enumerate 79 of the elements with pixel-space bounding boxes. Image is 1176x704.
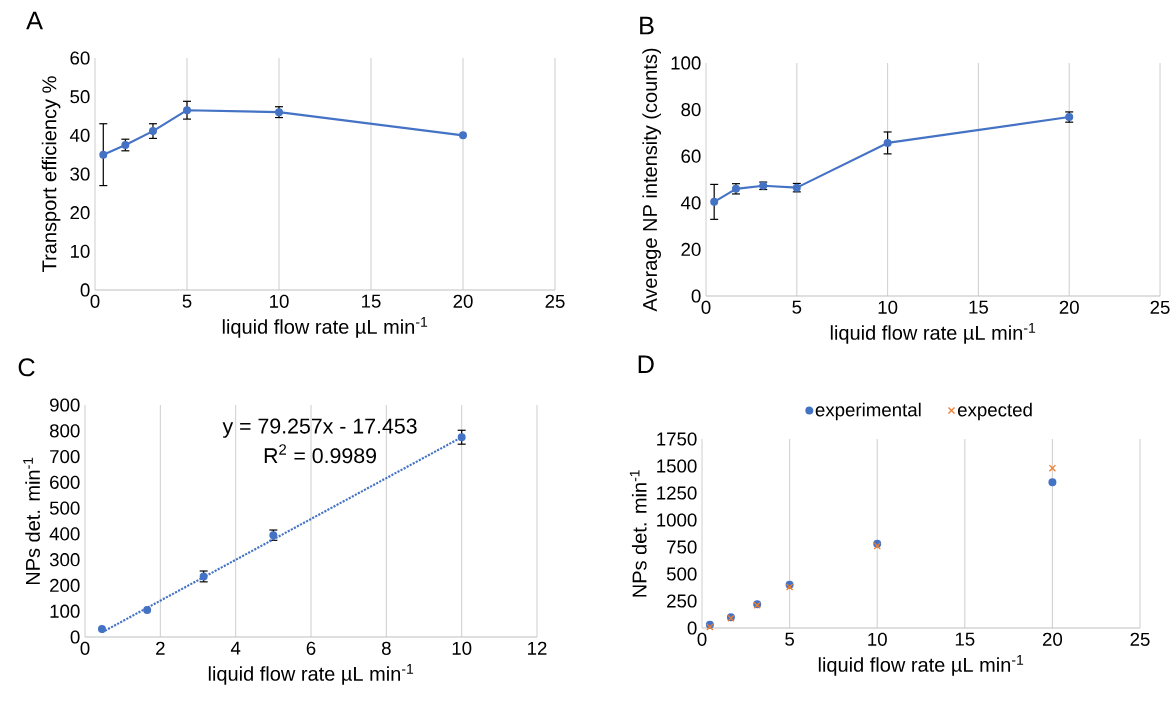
y-tick-label: 40 [69,128,90,142]
x-axis-title: liquid flow rate µL min$^{-1}$ [208,664,414,685]
x-tick-label: 12 [528,641,547,655]
x-tick-label: 25 [1130,632,1150,646]
point [1048,464,1057,472]
x-tick-label: 10 [452,641,472,655]
x-tick-label: 10 [878,300,898,314]
y-tick-label: 10 [70,244,90,258]
y-tick-label: 400 [49,527,80,541]
y-axis-title: NPs det. min$^{-1}$ [23,457,40,585]
x-tick-label: 8 [381,641,391,655]
point [183,106,192,115]
y-tick-label: 100 [50,604,80,618]
annotation: y = 79.257x - 17.453 [222,418,417,438]
point [710,197,719,206]
x-tick-label: 0 [701,300,711,314]
y-tick-label: 500 [49,501,80,515]
y-tick-label: 30 [70,167,90,181]
y-tick-label: 60 [70,51,90,65]
y-tick-label: 500 [666,567,697,581]
y-tick-label: 20 [681,242,701,257]
x-tick-label: 0 [90,294,100,308]
x-tick-label: 5 [785,632,795,646]
x-tick-label: 20 [453,294,473,308]
point [457,433,466,442]
point [148,127,157,136]
x-tick-label: 20 [1042,632,1063,646]
chart-title: C [18,358,35,377]
chart-title: B [640,16,654,35]
y-tick-label: 1250 [657,486,697,500]
chart-title: D [638,355,654,373]
y-tick-label: 900 [50,398,80,412]
x-axis-title: liquid flow rate µL min$^{-1}$ [818,655,1024,676]
x-axis-title: liquid flow rate µL min$^{-1}$ [830,323,1036,344]
y-tick-label: 700 [50,449,80,464]
x-tick-label: 4 [230,641,241,655]
y-tick-label: 50 [70,90,90,104]
y-tick-label: 250 [667,594,697,608]
y-axis-title: NPs det. min$^{-1}$ [629,470,647,597]
y-tick-label: 300 [49,553,80,567]
y-tick-label: 40 [680,196,701,210]
y-tick-label: 0 [80,283,90,297]
legend-label: experimental [815,402,921,421]
x-tick-label: 2 [156,641,165,655]
y-axis-title: Transport efficiency % [41,76,61,272]
x-tick-label: 15 [362,294,381,308]
point [1048,478,1057,487]
point [883,138,892,147]
x-tick-label: 25 [545,294,565,308]
y-axis-title: Average NP intensity (counts) [642,48,661,312]
legend-label: expected [957,402,1032,421]
point [143,605,152,614]
y-tick-label: 750 [667,540,697,554]
x-tick-label: 5 [182,294,192,308]
annotation: R$^{2}$ = 0.9989 [264,444,376,464]
point [97,625,106,634]
y-tick-label: 20 [70,206,90,220]
x-tick-label: 20 [1059,300,1079,314]
x-tick-label: 15 [955,632,975,646]
y-tick-label: 600 [50,475,80,489]
x-tick-label: 10 [270,294,289,308]
x-tick-label: 5 [792,300,802,314]
x-axis-title: liquid flow rate µL min$^{-1}$ [222,317,428,338]
x-tick-label: 15 [969,300,989,314]
point [99,150,108,159]
y-tick-label: 1750 [657,432,697,446]
y-tick-label: 1500 [657,459,697,473]
point [459,131,468,140]
y-tick-label: 1000 [657,513,697,527]
y-tick-label: 60 [681,149,701,163]
y-tick-label: 0 [687,621,697,635]
y-tick-label: 100 [671,56,701,70]
x-tick-label: 6 [306,641,316,655]
y-tick-label: 80 [681,102,701,117]
y-tick-label: 200 [50,578,80,593]
chart-title: A [26,11,43,30]
y-tick-label: 800 [49,424,80,438]
x-tick-label: 25 [1150,300,1170,314]
x-tick-label: 10 [868,632,887,646]
